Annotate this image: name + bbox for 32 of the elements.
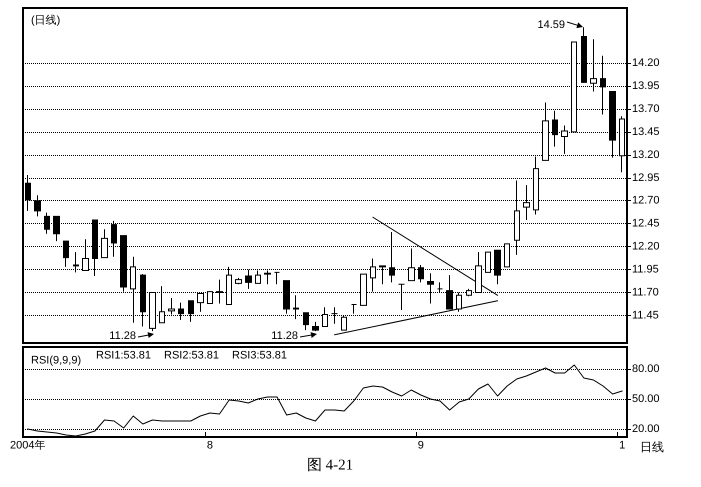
y-tick-label: 13.95 [632,80,660,92]
x-tick-label: 1 [619,440,626,452]
annotation: 11.28 [108,329,136,343]
y-tick-label: 12.95 [632,172,660,184]
y-tick-label: 12.70 [632,194,660,207]
caption: 图 4-21 [306,458,354,474]
text: (日线) [31,14,60,26]
annotation: 14.59 [536,18,565,32]
y-tick-label: 20.00 [632,423,660,435]
x-tick-label: 9 [418,440,424,452]
y-tick-label: 11.95 [632,264,659,276]
candlestick [312,321,319,332]
x-tick-label: 8 [206,440,214,452]
text: 日线 [640,440,664,454]
annotation: RSI3:53.81 [232,350,288,362]
x-tick-label: 2004年 [10,440,46,452]
annotation: 11.28 [270,329,298,343]
y-tick-label: 50.00 [632,393,660,405]
y-tick-label: 80.00 [632,363,660,375]
y-tick-label: 13.20 [632,148,660,161]
annotation: RSI2:53.81 [164,350,220,362]
y-tick-label: 13.70 [632,102,660,115]
y-tick-label: 11.45 [632,309,659,322]
annotation: RSI1:53.81 [96,350,152,362]
text: RSI(9,9,9) [31,354,82,366]
y-tick-label: 11.70 [632,286,659,299]
candlestick [274,272,280,285]
candlestick [235,277,242,285]
y-tick-label: 14.20 [632,57,660,70]
y-tick-label: 12.20 [632,240,660,253]
y-tick-label: 12.45 [632,218,660,230]
y-tick-label: 13.45 [632,126,660,138]
